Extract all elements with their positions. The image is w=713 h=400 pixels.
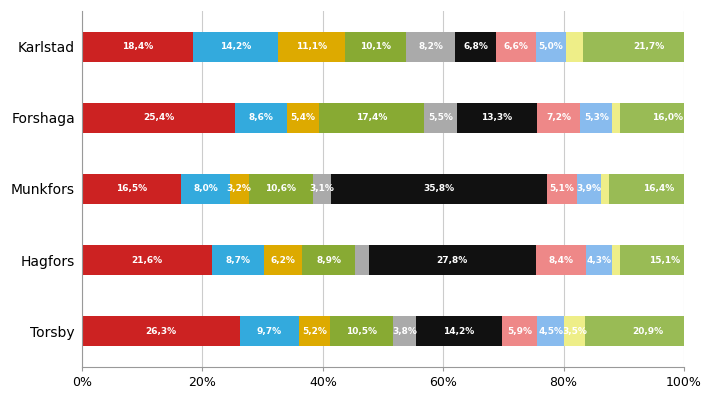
Bar — [332, 174, 547, 204]
Bar — [455, 32, 496, 62]
Bar — [355, 245, 369, 275]
Text: 5,2%: 5,2% — [302, 327, 327, 336]
Text: 8,7%: 8,7% — [226, 256, 251, 265]
Text: 11,1%: 11,1% — [296, 42, 327, 51]
Text: 8,4%: 8,4% — [549, 256, 574, 265]
Text: 15,1%: 15,1% — [650, 256, 680, 265]
Text: 35,8%: 35,8% — [424, 184, 455, 194]
Text: 10,6%: 10,6% — [265, 184, 296, 194]
Text: 16,0%: 16,0% — [652, 113, 683, 122]
Bar — [312, 174, 332, 204]
Text: 5,9%: 5,9% — [507, 327, 532, 336]
Text: 6,2%: 6,2% — [271, 256, 295, 265]
Text: 3,9%: 3,9% — [577, 184, 602, 194]
Bar — [406, 32, 455, 62]
Bar — [319, 103, 424, 133]
Bar — [578, 174, 601, 204]
Bar — [249, 174, 312, 204]
Text: 5,3%: 5,3% — [584, 113, 609, 122]
Text: 6,8%: 6,8% — [463, 42, 488, 51]
Bar — [620, 103, 713, 133]
Text: 7,2%: 7,2% — [546, 113, 571, 122]
Text: 3,8%: 3,8% — [392, 327, 417, 336]
Text: 5,5%: 5,5% — [428, 113, 453, 122]
Bar — [230, 174, 249, 204]
Bar — [583, 32, 713, 62]
Text: 8,0%: 8,0% — [193, 184, 217, 194]
Text: 21,7%: 21,7% — [633, 42, 665, 51]
Bar — [82, 103, 235, 133]
Bar — [537, 103, 580, 133]
Text: 5,0%: 5,0% — [538, 42, 563, 51]
Bar — [82, 245, 212, 275]
Bar — [601, 174, 610, 204]
Text: 25,4%: 25,4% — [143, 113, 174, 122]
Text: 16,5%: 16,5% — [116, 184, 148, 194]
Bar — [612, 103, 620, 133]
Text: 3,1%: 3,1% — [309, 184, 334, 194]
Text: 16,4%: 16,4% — [643, 184, 674, 194]
Bar — [82, 32, 193, 62]
Bar — [547, 174, 578, 204]
Text: 4,5%: 4,5% — [538, 327, 563, 336]
Text: 14,2%: 14,2% — [443, 327, 474, 336]
Text: 4,3%: 4,3% — [587, 256, 612, 265]
Bar — [566, 32, 583, 62]
Bar — [394, 316, 416, 346]
Bar — [585, 316, 711, 346]
Text: 8,9%: 8,9% — [316, 256, 341, 265]
Text: 20,9%: 20,9% — [632, 327, 664, 336]
Bar — [457, 103, 537, 133]
Text: 10,1%: 10,1% — [360, 42, 391, 51]
Bar — [299, 316, 330, 346]
Bar — [501, 316, 537, 346]
Text: 8,2%: 8,2% — [418, 42, 443, 51]
Bar — [265, 245, 302, 275]
Bar — [610, 174, 708, 204]
Bar — [278, 32, 345, 62]
Bar — [212, 245, 265, 275]
Bar — [424, 103, 457, 133]
Text: 5,4%: 5,4% — [290, 113, 315, 122]
Text: 10,5%: 10,5% — [346, 327, 377, 336]
Bar — [240, 316, 299, 346]
Bar — [587, 245, 612, 275]
Bar — [82, 174, 181, 204]
Text: 3,5%: 3,5% — [563, 327, 587, 336]
Bar — [181, 174, 230, 204]
Text: 3,2%: 3,2% — [227, 184, 252, 194]
Text: 14,2%: 14,2% — [220, 42, 251, 51]
Text: 9,7%: 9,7% — [257, 327, 282, 336]
Bar — [496, 32, 536, 62]
Text: 18,4%: 18,4% — [122, 42, 153, 51]
Bar — [537, 316, 564, 346]
Text: 21,6%: 21,6% — [131, 256, 163, 265]
Bar — [302, 245, 355, 275]
Text: 27,8%: 27,8% — [436, 256, 468, 265]
Text: 5,1%: 5,1% — [550, 184, 575, 194]
Text: 8,6%: 8,6% — [248, 113, 273, 122]
Bar — [536, 245, 587, 275]
Text: 17,4%: 17,4% — [356, 113, 387, 122]
Bar — [330, 316, 394, 346]
Bar — [287, 103, 319, 133]
Bar — [536, 32, 566, 62]
Text: 26,3%: 26,3% — [145, 327, 177, 336]
Bar — [82, 316, 240, 346]
Bar — [416, 316, 501, 346]
Bar — [612, 245, 620, 275]
Text: 13,3%: 13,3% — [481, 113, 513, 122]
Bar — [193, 32, 278, 62]
Bar — [564, 316, 585, 346]
Bar — [580, 103, 612, 133]
Bar — [369, 245, 536, 275]
Text: 6,6%: 6,6% — [503, 42, 528, 51]
Bar — [235, 103, 287, 133]
Bar — [620, 245, 710, 275]
Bar — [345, 32, 406, 62]
